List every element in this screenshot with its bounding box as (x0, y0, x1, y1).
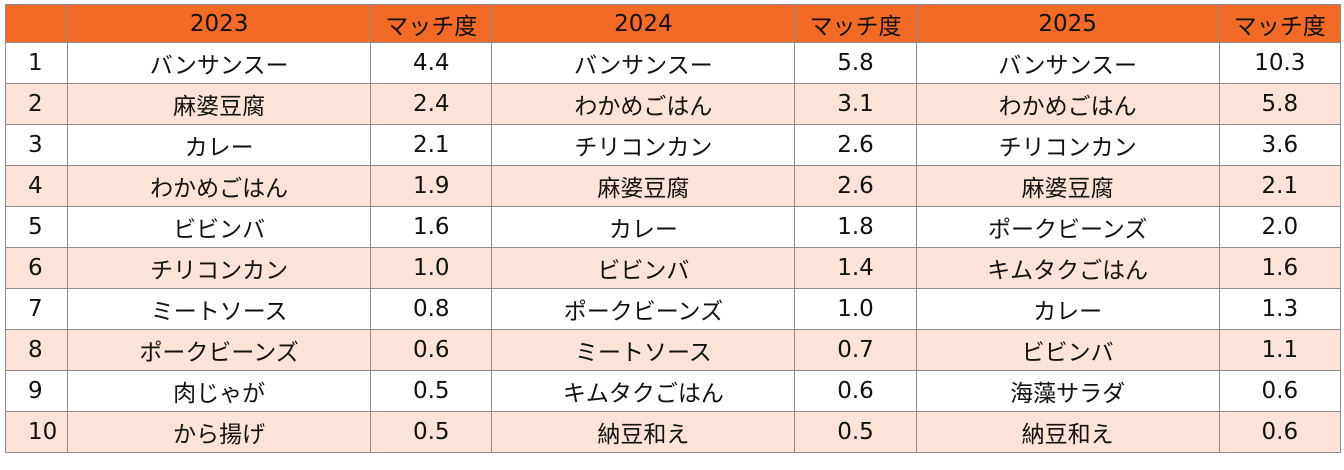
header-row: 2023 マッチ度 2024 マッチ度 2025 マッチ度 (4, 4, 1342, 43)
score-2023-cell: 0.5 (370, 370, 493, 412)
rank-cell: 5 (4, 206, 69, 248)
score-2025-cell: 3.6 (1218, 124, 1342, 166)
table-row: 8 ポークビーンズ 0.6 ミートソース 0.7 ビビンバ 1.1 (4, 329, 1342, 371)
score-2024-cell: 5.8 (794, 42, 917, 84)
table-body: 1 バンサンスー 4.4 バンサンスー 5.8 バンサンスー 10.3 2 麻婆豆腐 2.4 わかめ… (4, 42, 1342, 453)
item-2023-cell: ビビンバ (67, 206, 372, 248)
score-2025-cell: 1.1 (1218, 329, 1342, 371)
item-2025-cell: わかめごはん (915, 83, 1220, 125)
score-2025-cell: 10.3 (1218, 42, 1342, 84)
item-2024-cell: カレー (491, 206, 796, 248)
item-2025-cell: キムタクごはん (915, 247, 1220, 289)
rank-cell: 2 (4, 83, 69, 125)
score-2024-cell: 0.7 (794, 329, 917, 371)
score-2023-cell: 0.5 (370, 411, 493, 453)
score-2023-cell: 0.6 (370, 329, 493, 371)
rank-cell: 7 (4, 288, 69, 330)
item-2023-cell: ミートソース (67, 288, 372, 330)
score-2024-cell: 1.0 (794, 288, 917, 330)
table-row: 9 肉じゃが 0.5 キムタクごはん 0.6 海藻サラダ 0.6 (4, 370, 1342, 412)
item-2023-cell: バンサンスー (67, 42, 372, 84)
header-year-2023: 2023 (67, 4, 372, 43)
score-2024-cell: 2.6 (794, 165, 917, 207)
item-2023-cell: から揚げ (67, 411, 372, 453)
table-row: 6 チリコンカン 1.0 ビビンバ 1.4 キムタクごはん 1.6 (4, 247, 1342, 289)
score-2023-cell: 2.4 (370, 83, 493, 125)
item-2025-cell: 海藻サラダ (915, 370, 1220, 412)
item-2023-cell: チリコンカン (67, 247, 372, 289)
item-2025-cell: 麻婆豆腐 (915, 165, 1220, 207)
score-2024-cell: 1.8 (794, 206, 917, 248)
ranking-table: 2023 マッチ度 2024 マッチ度 2025 マッチ度 1 バンサンスー 4.4 バンサンス… (4, 4, 1342, 453)
score-2024-cell: 3.1 (794, 83, 917, 125)
rank-cell: 4 (4, 165, 69, 207)
score-2024-cell: 0.5 (794, 411, 917, 453)
item-2023-cell: わかめごはん (67, 165, 372, 207)
item-2023-cell: 肉じゃが (67, 370, 372, 412)
rank-cell: 9 (4, 370, 69, 412)
table-row: 2 麻婆豆腐 2.4 わかめごはん 3.1 わかめごはん 5.8 (4, 83, 1342, 125)
table-header: 2023 マッチ度 2024 マッチ度 2025 マッチ度 (4, 4, 1342, 43)
item-2025-cell: 納豆和え (915, 411, 1220, 453)
item-2025-cell: ビビンバ (915, 329, 1220, 371)
item-2024-cell: ミートソース (491, 329, 796, 371)
item-2023-cell: 麻婆豆腐 (67, 83, 372, 125)
item-2023-cell: ポークビーンズ (67, 329, 372, 371)
score-2023-cell: 4.4 (370, 42, 493, 84)
score-2025-cell: 5.8 (1218, 83, 1342, 125)
table-row: 4 わかめごはん 1.9 麻婆豆腐 2.6 麻婆豆腐 2.1 (4, 165, 1342, 207)
item-2025-cell: バンサンスー (915, 42, 1220, 84)
item-2024-cell: バンサンスー (491, 42, 796, 84)
item-2024-cell: ビビンバ (491, 247, 796, 289)
header-match-score-2025: マッチ度 (1218, 4, 1342, 43)
score-2023-cell: 2.1 (370, 124, 493, 166)
header-year-2025: 2025 (915, 4, 1220, 43)
rank-cell: 3 (4, 124, 69, 166)
score-2025-cell: 1.6 (1218, 247, 1342, 289)
item-2024-cell: 納豆和え (491, 411, 796, 453)
score-2023-cell: 0.8 (370, 288, 493, 330)
item-2024-cell: 麻婆豆腐 (491, 165, 796, 207)
item-2024-cell: チリコンカン (491, 124, 796, 166)
table-row: 5 ビビンバ 1.6 カレー 1.8 ポークビーンズ 2.0 (4, 206, 1342, 248)
item-2025-cell: カレー (915, 288, 1220, 330)
item-2024-cell: わかめごはん (491, 83, 796, 125)
score-2023-cell: 1.6 (370, 206, 493, 248)
item-2025-cell: チリコンカン (915, 124, 1220, 166)
header-rank-cell (4, 4, 69, 43)
header-match-score-2023: マッチ度 (370, 4, 493, 43)
score-2025-cell: 0.6 (1218, 411, 1342, 453)
rank-cell: 6 (4, 247, 69, 289)
table-row: 10 から揚げ 0.5 納豆和え 0.5 納豆和え 0.6 (4, 411, 1342, 453)
score-2024-cell: 2.6 (794, 124, 917, 166)
table-row: 1 バンサンスー 4.4 バンサンスー 5.8 バンサンスー 10.3 (4, 42, 1342, 84)
score-2024-cell: 0.6 (794, 370, 917, 412)
table-row: 7 ミートソース 0.8 ポークビーンズ 1.0 カレー 1.3 (4, 288, 1342, 330)
item-2025-cell: ポークビーンズ (915, 206, 1220, 248)
score-2025-cell: 1.3 (1218, 288, 1342, 330)
header-match-score-2024: マッチ度 (794, 4, 917, 43)
score-2025-cell: 2.1 (1218, 165, 1342, 207)
rank-cell: 1 (4, 42, 69, 84)
score-2025-cell: 2.0 (1218, 206, 1342, 248)
rank-cell: 8 (4, 329, 69, 371)
rank-cell: 10 (4, 411, 69, 453)
score-2024-cell: 1.4 (794, 247, 917, 289)
score-2023-cell: 1.9 (370, 165, 493, 207)
score-2025-cell: 0.6 (1218, 370, 1342, 412)
header-year-2024: 2024 (491, 4, 796, 43)
item-2024-cell: ポークビーンズ (491, 288, 796, 330)
score-2023-cell: 1.0 (370, 247, 493, 289)
table-row: 3 カレー 2.1 チリコンカン 2.6 チリコンカン 3.6 (4, 124, 1342, 166)
item-2023-cell: カレー (67, 124, 372, 166)
item-2024-cell: キムタクごはん (491, 370, 796, 412)
